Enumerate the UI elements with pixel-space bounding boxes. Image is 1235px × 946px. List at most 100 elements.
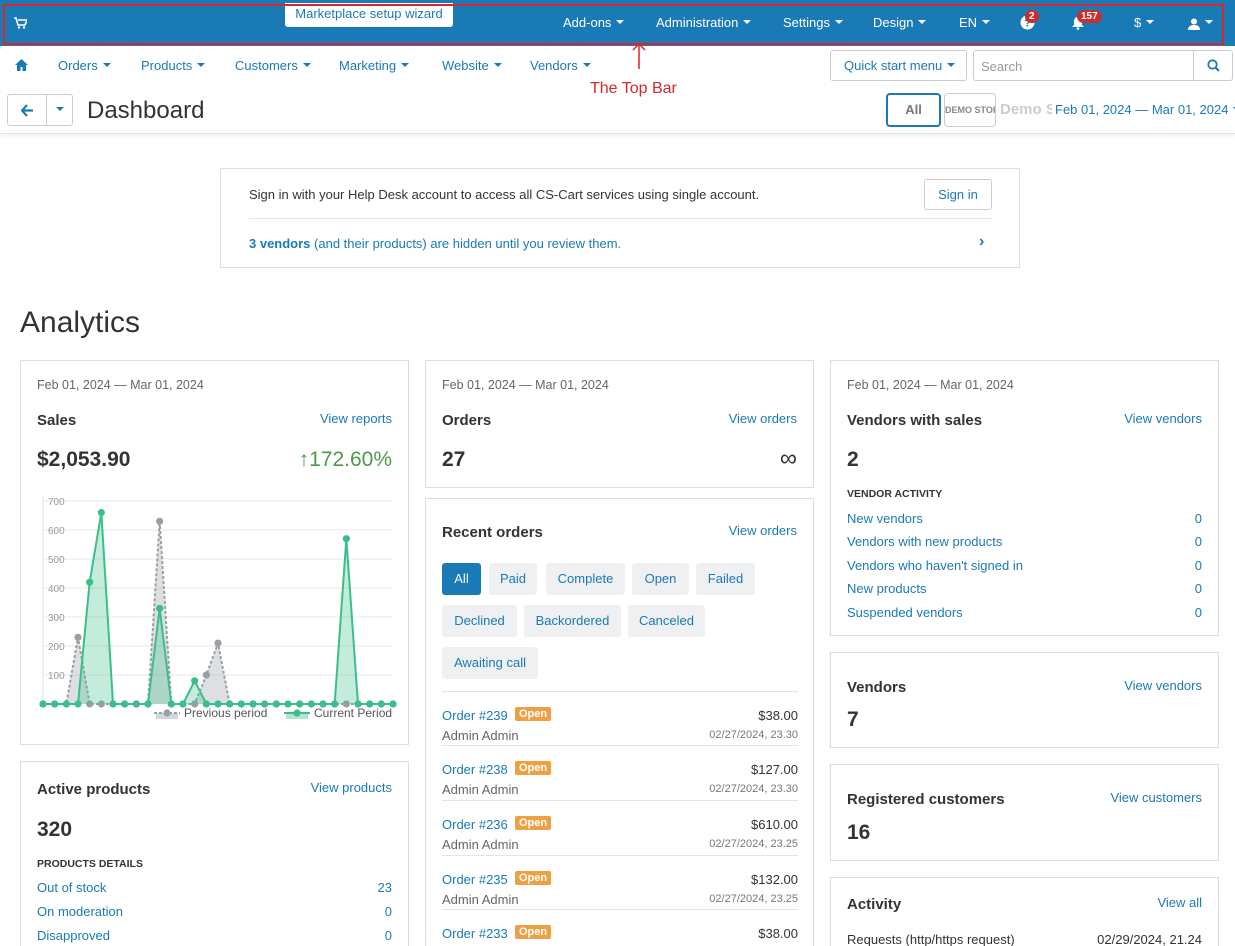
storefront-demo-store-button[interactable]: DEMO STORE [944,93,996,127]
out-of-stock-link[interactable]: Out of stock [37,880,107,895]
menu-addons[interactable]: Add-ons [563,15,625,30]
nav-website[interactable]: Website [442,58,502,73]
sales-chart: 700 600 500 400 300 200 100 Previous period Curr… [39,497,397,720]
nav-marketing-label: Marketing [339,58,397,73]
chevron-down-icon [834,19,843,24]
on-moderation-link[interactable]: On moderation [37,904,123,919]
chevron-right-icon[interactable]: › [979,233,985,250]
filter-complete[interactable]: Complete [546,563,625,595]
data-point [366,700,374,708]
cart-icon[interactable] [14,17,27,29]
view-orders-link[interactable]: View orders [728,411,797,426]
view-vendors-link[interactable]: View vendors [1124,411,1202,426]
filter-all[interactable]: All [442,563,481,595]
y-tick-label: 200 [48,642,65,653]
filter-open[interactable]: Open [632,563,689,595]
nav-customers[interactable]: Customers [235,58,311,73]
order-number[interactable]: Order #238 [442,762,508,777]
nav-orders[interactable]: Orders [58,58,111,73]
active-products-title: Active products [37,781,151,798]
disapproved-link[interactable]: Disapproved [37,928,110,943]
filter-canceled[interactable]: Canceled [628,605,705,637]
order-row[interactable]: Order #236 Open Admin Admin $610.00 02/2… [442,800,798,855]
data-point [109,700,117,708]
vendors-not-signed-in-count[interactable]: 0 [1194,558,1202,573]
vendors-card: Vendors View vendors 7 [830,652,1219,748]
order-number[interactable]: Order #235 [442,872,508,887]
new-vendors-count[interactable]: 0 [1194,511,1202,526]
view-customers-link[interactable]: View customers [1110,790,1202,805]
storefront-demo-store-2-button[interactable]: Demo Sto [1000,101,1052,118]
quick-start-label: Quick start menu [844,58,943,73]
storefront-all-button[interactable]: All [886,93,941,127]
order-row[interactable]: Order #239 Open Admin Admin $38.00 02/27… [442,691,798,746]
home-icon[interactable] [15,59,28,71]
new-products-link[interactable]: New products [847,581,927,596]
search-placeholder: Search [981,59,1023,74]
data-point [319,700,327,708]
data-point [226,700,234,708]
data-point [62,700,70,708]
filter-backordered[interactable]: Backordered [524,605,621,637]
filter-declined[interactable]: Declined [442,605,517,637]
out-of-stock-count[interactable]: 23 [377,880,392,895]
order-row[interactable]: Order #235 Open Admin Admin $132.00 02/2… [442,855,798,910]
nav-vendors[interactable]: Vendors [530,58,591,73]
order-row[interactable]: Order #233 Open $38.00 [442,909,798,946]
marketplace-wizard-button[interactable]: Marketplace setup wizard [285,3,453,27]
menu-administration[interactable]: Administration [656,15,752,30]
vendors-new-products-link[interactable]: Vendors with new products [847,534,1003,549]
back-button[interactable] [7,94,47,126]
date-range-picker[interactable]: Feb 01, 2024 — Mar 01, 2024 [1055,102,1235,117]
view-reports-link[interactable]: View reports [319,411,392,426]
menu-language[interactable]: EN [959,15,991,30]
view-products-link[interactable]: View products [310,780,392,795]
filter-failed[interactable]: Failed [696,563,755,595]
data-point [202,700,210,708]
data-point [191,677,199,685]
new-products-count[interactable]: 0 [1194,581,1202,596]
y-tick-label: 600 [48,526,65,537]
suspended-vendors-count[interactable]: 0 [1194,605,1202,620]
vendors-new-products-count[interactable]: 0 [1194,534,1202,549]
y-tick-label: 400 [48,584,65,595]
order-number[interactable]: Order #236 [442,817,508,832]
data-point [167,700,175,708]
order-row[interactable]: Order #238 Open Admin Admin $127.00 02/2… [442,745,798,800]
history-dropdown-button[interactable] [47,94,73,126]
nav-products[interactable]: Products [141,58,206,73]
data-point [39,700,47,708]
view-all-link[interactable]: View all [1157,895,1202,910]
search-input[interactable]: Search [973,50,1233,81]
vendors-title: Vendors [847,679,907,696]
view-vendors-link[interactable]: View vendors [1124,678,1202,693]
vendors-value: 7 [847,708,859,731]
disapproved-count[interactable]: 0 [384,928,392,943]
menu-settings[interactable]: Settings [783,15,843,30]
hidden-vendors-link[interactable]: 3 vendors (and their products) are hidde… [249,236,621,251]
page-title: Dashboard [87,97,205,124]
user-menu[interactable] [1188,15,1213,30]
filter-paid[interactable]: Paid [489,563,537,595]
currency-menu[interactable]: $ [1134,15,1155,30]
status-badge: Open [515,925,552,939]
new-vendors-link[interactable]: New vendors [847,511,923,526]
search-button[interactable] [1193,51,1232,80]
suspended-vendors-link[interactable]: Suspended vendors [847,605,963,620]
menu-design[interactable]: Design [873,15,927,30]
status-badge: Open [515,707,552,721]
data-point [389,700,397,708]
vendors-not-signed-in-link[interactable]: Vendors who haven't signed in [847,558,1023,573]
sign-in-button[interactable]: Sign in [924,179,992,210]
chevron-down-icon [55,106,64,111]
y-tick-label: 300 [48,613,65,624]
order-number[interactable]: Order #233 [442,926,508,941]
on-moderation-count[interactable]: 0 [384,904,392,919]
filter-awaiting-call[interactable]: Awaiting call [442,647,538,679]
sales-date: Feb 01, 2024 — Mar 01, 2024 [37,378,204,392]
menu-settings-label: Settings [783,15,830,30]
quick-start-menu-button[interactable]: Quick start menu [830,50,967,81]
nav-marketing[interactable]: Marketing [339,58,410,73]
order-number[interactable]: Order #239 [442,708,508,723]
view-orders-link[interactable]: View orders [728,523,797,538]
